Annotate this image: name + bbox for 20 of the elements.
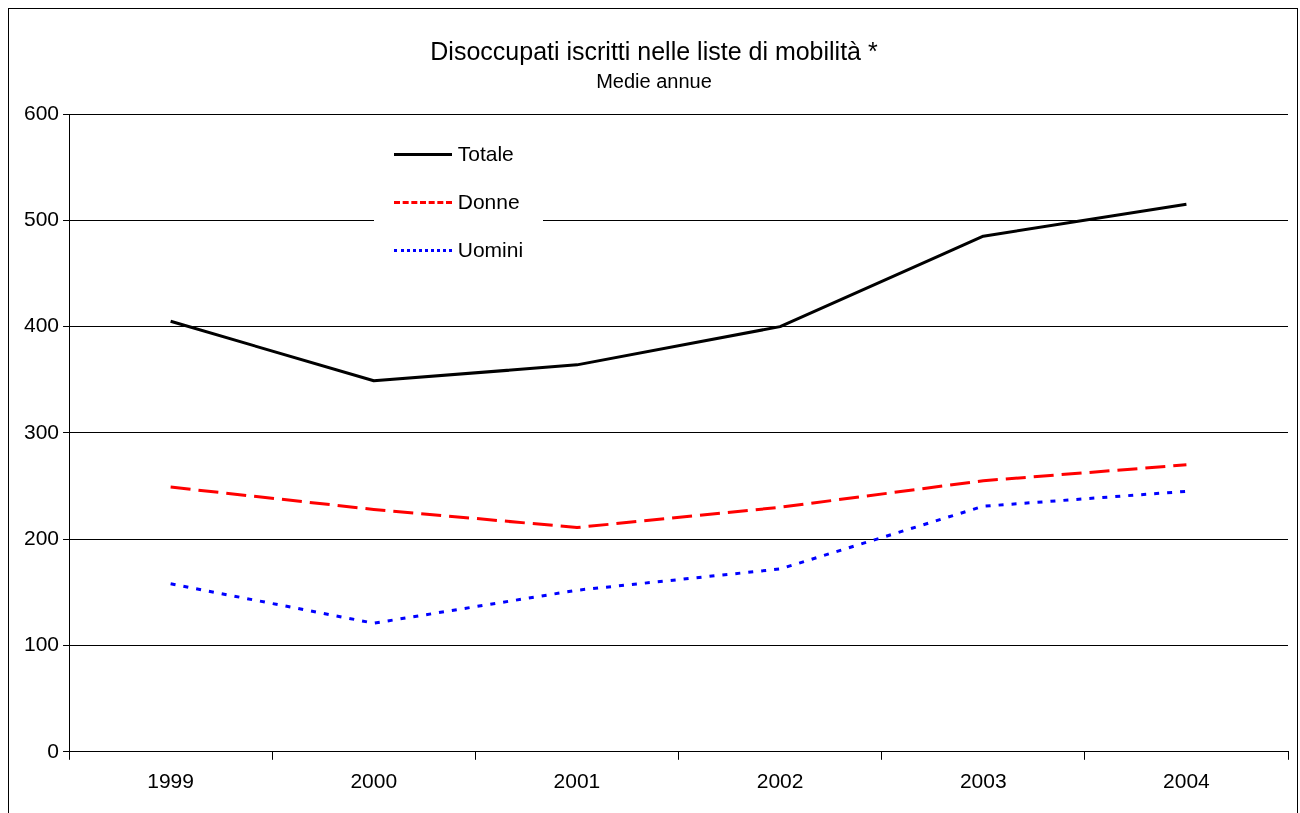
y-tick-label: 300 (23, 419, 60, 443)
chart-title: Disoccupati iscritti nelle liste di mobilità * (430, 36, 878, 65)
y-tick-label: 500 (23, 207, 60, 231)
x-tick-label: 2001 (553, 769, 601, 793)
chart-subtitle: Medie annue (596, 69, 712, 92)
x-tick-label: 2003 (959, 769, 1007, 793)
legend-label: Totale (457, 142, 514, 166)
line-series (169, 489, 1188, 625)
x-tick-label: 1999 (147, 769, 194, 793)
y-tick-label: 0 (47, 738, 60, 762)
y-tick-label: 200 (23, 526, 60, 549)
x-tick-label: 2004 (1163, 769, 1211, 793)
legend-label: Donne (457, 190, 520, 214)
y-tick-label: 600 (23, 100, 60, 124)
y-tick-label: 400 (23, 313, 60, 337)
line-series (169, 463, 1188, 530)
legend-label: Uomini (457, 238, 524, 262)
x-tick-label: 2000 (350, 769, 398, 793)
y-tick-label: 100 (23, 632, 60, 656)
x-tick-label: 2002 (756, 769, 804, 793)
